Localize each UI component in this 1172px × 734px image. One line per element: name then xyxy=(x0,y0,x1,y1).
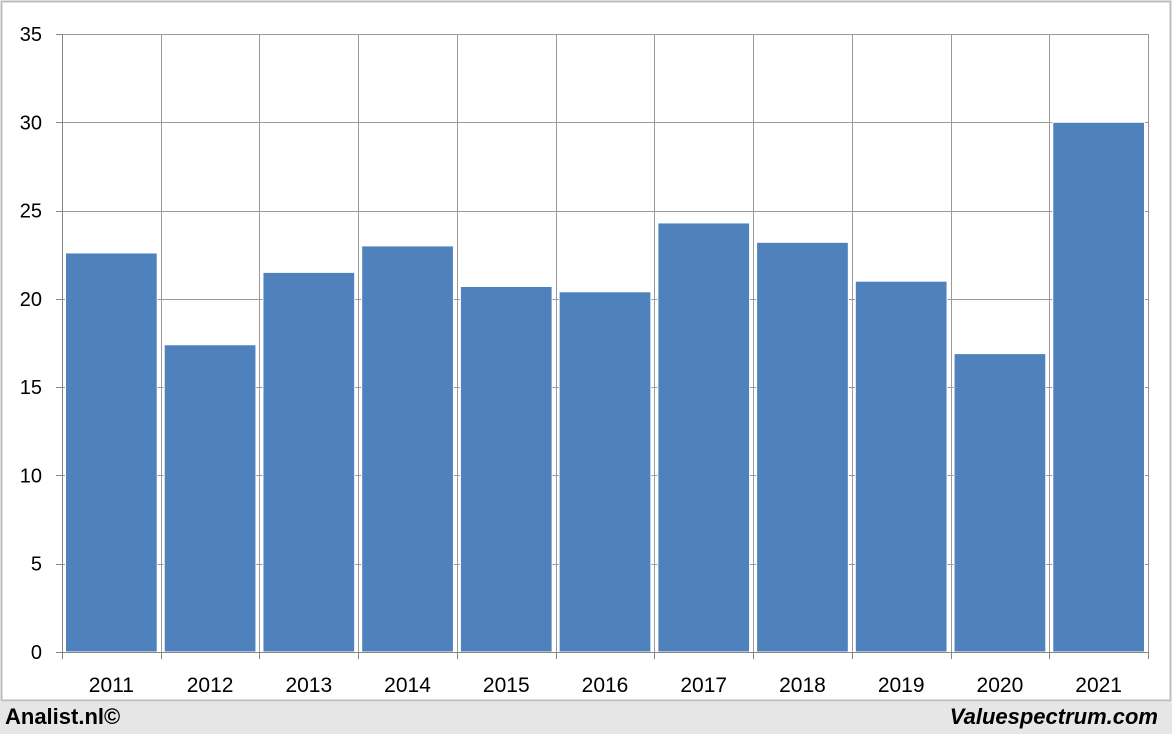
x-tick-label: 2020 xyxy=(977,674,1024,697)
bars xyxy=(65,121,1145,653)
y-tick-label: 15 xyxy=(20,377,42,399)
bar-2016 xyxy=(558,291,652,653)
chart-frame: 0 5 10 15 20 25 30 35 2011 2012 2013 2014 2015 2016 20… xyxy=(0,0,1172,702)
x-tick-label: 2011 xyxy=(89,674,134,697)
bar-2020 xyxy=(953,353,1047,653)
bar-2011 xyxy=(65,252,158,653)
footer-source-right: Valuespectrum.com xyxy=(949,704,1158,729)
bar-2014 xyxy=(361,245,454,653)
y-tick-label: 30 xyxy=(20,112,42,134)
axes xyxy=(56,34,1149,659)
x-tick-label: 2013 xyxy=(285,674,332,697)
x-tick-label: 2017 xyxy=(680,674,727,697)
x-tick-label: 2018 xyxy=(779,674,826,697)
bar-chart: 0 5 10 15 20 25 30 35 2011 2012 2013 2014 2015 2016 20… xyxy=(0,0,1172,702)
bar-2015 xyxy=(459,285,553,653)
x-tick-label: 2012 xyxy=(187,674,234,697)
x-tick-label: 2014 xyxy=(384,674,431,697)
x-tick-label: 2015 xyxy=(483,674,530,697)
bar-2019 xyxy=(854,280,948,653)
bar-2018 xyxy=(756,241,849,653)
y-tick-label: 20 xyxy=(20,289,42,311)
y-tick-label: 10 xyxy=(20,465,42,487)
footer: Analist.nl© Valuespectrum.com xyxy=(0,702,1172,734)
bar-2013 xyxy=(262,271,356,653)
x-tick-label: 2016 xyxy=(582,674,629,697)
x-tick-label: 2021 xyxy=(1075,674,1122,697)
bar-2012 xyxy=(163,344,257,653)
footer-source-left: Analist.nl© xyxy=(5,704,121,729)
y-tick-label: 0 xyxy=(31,642,42,664)
x-tick-label: 2019 xyxy=(878,674,925,697)
bar-2017 xyxy=(657,222,751,653)
y-tick-label: 5 xyxy=(31,554,42,576)
tick-labels: 0 5 10 15 20 25 30 35 2011 2012 2013 2014 2015 2016 20… xyxy=(20,24,1122,697)
bar-2021 xyxy=(1052,121,1145,653)
y-tick-label: 35 xyxy=(20,24,42,46)
y-tick-label: 25 xyxy=(20,201,42,223)
